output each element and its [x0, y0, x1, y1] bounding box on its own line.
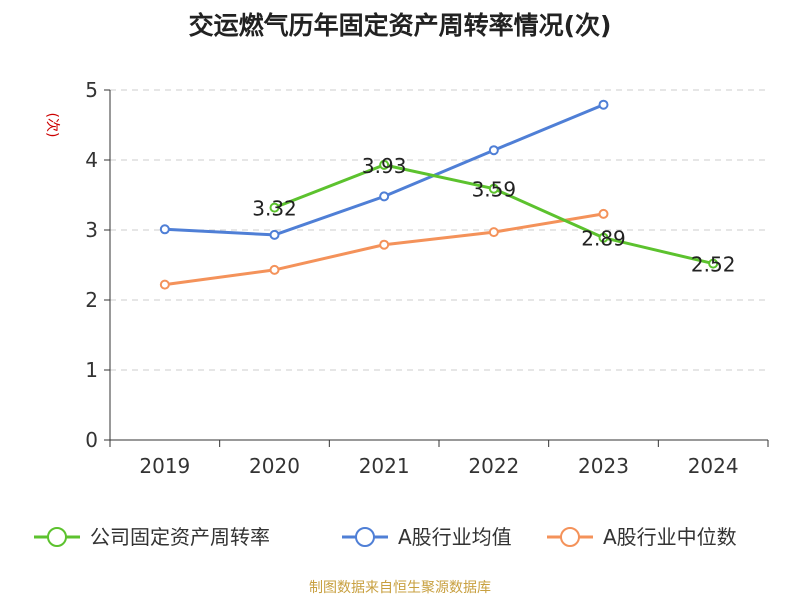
legend-item-2[interactable]: A股行业中位数: [547, 525, 737, 549]
series-2-point-2021: [379, 239, 390, 250]
y-tick-label: 3: [85, 218, 98, 242]
data-label-2020: 3.32: [252, 197, 297, 221]
x-tick-label-2022: 2022: [468, 454, 519, 478]
series-1-point-2020: [269, 229, 280, 240]
series-2-point-2020: [269, 264, 280, 275]
x-tick-label-2024: 2024: [688, 454, 739, 478]
legend-item-0[interactable]: 公司固定资产周转率: [34, 525, 270, 549]
series-2-point-2022: [488, 227, 499, 238]
legend-label-1: A股行业均值: [398, 525, 512, 549]
data-label-2021: 3.93: [362, 154, 407, 178]
y-tick-label: 0: [85, 428, 98, 452]
series-2-point-2019: [159, 279, 170, 290]
y-axis-label: (次): [44, 113, 60, 138]
series-2-point-2023: [598, 208, 609, 219]
series-0-point-2024: [708, 258, 719, 269]
legend-label-0: 公司固定资产周转率: [90, 525, 270, 549]
data-label-2023: 2.89: [581, 227, 626, 251]
series-0-point-2020: [269, 202, 280, 213]
series-0-point-2021: [379, 159, 390, 170]
series-1-point-2019: [159, 224, 170, 235]
legend[interactable]: 公司固定资产周转率 A股行业均值 A股行业中位数: [34, 525, 737, 549]
series-1-point-2022: [488, 145, 499, 156]
legend-marker-1: [355, 527, 375, 547]
source-note: 制图数据来自恒生聚源数据库: [309, 580, 491, 596]
series-1-point-2021: [379, 191, 390, 202]
series-0-point-2023: [598, 232, 609, 243]
y-tick-label: 1: [85, 358, 98, 382]
legend-marker-0: [47, 527, 67, 547]
series-1-point-2023: [598, 99, 609, 110]
legend-label-2: A股行业中位数: [603, 525, 737, 549]
x-tick-label-2021: 2021: [359, 454, 410, 478]
x-tick-label-2023: 2023: [578, 454, 629, 478]
y-tick-label: 5: [85, 78, 98, 102]
y-tick-label: 4: [85, 148, 98, 172]
grid-lines: [110, 89, 768, 371]
chart-title: 交运燃气历年固定资产周转率情况(次): [189, 11, 612, 40]
data-label-2022: 3.59: [472, 178, 517, 202]
y-tick-label: 2: [85, 288, 98, 312]
x-tick-label-2019: 2019: [139, 454, 190, 478]
data-label-2024: 2.52: [691, 253, 736, 277]
series-group: [159, 99, 719, 290]
x-tick-label-2020: 2020: [249, 454, 300, 478]
legend-marker-2: [560, 527, 580, 547]
data-labels: 3.32 3.93 3.59 2.89 2.52: [252, 154, 735, 277]
axes: 0 1 2 3 4 5 2019 2020 2021 2022 2023 2024: [85, 78, 769, 478]
series-0-point-2022: [488, 183, 499, 194]
legend-item-1[interactable]: A股行业均值: [342, 525, 512, 549]
